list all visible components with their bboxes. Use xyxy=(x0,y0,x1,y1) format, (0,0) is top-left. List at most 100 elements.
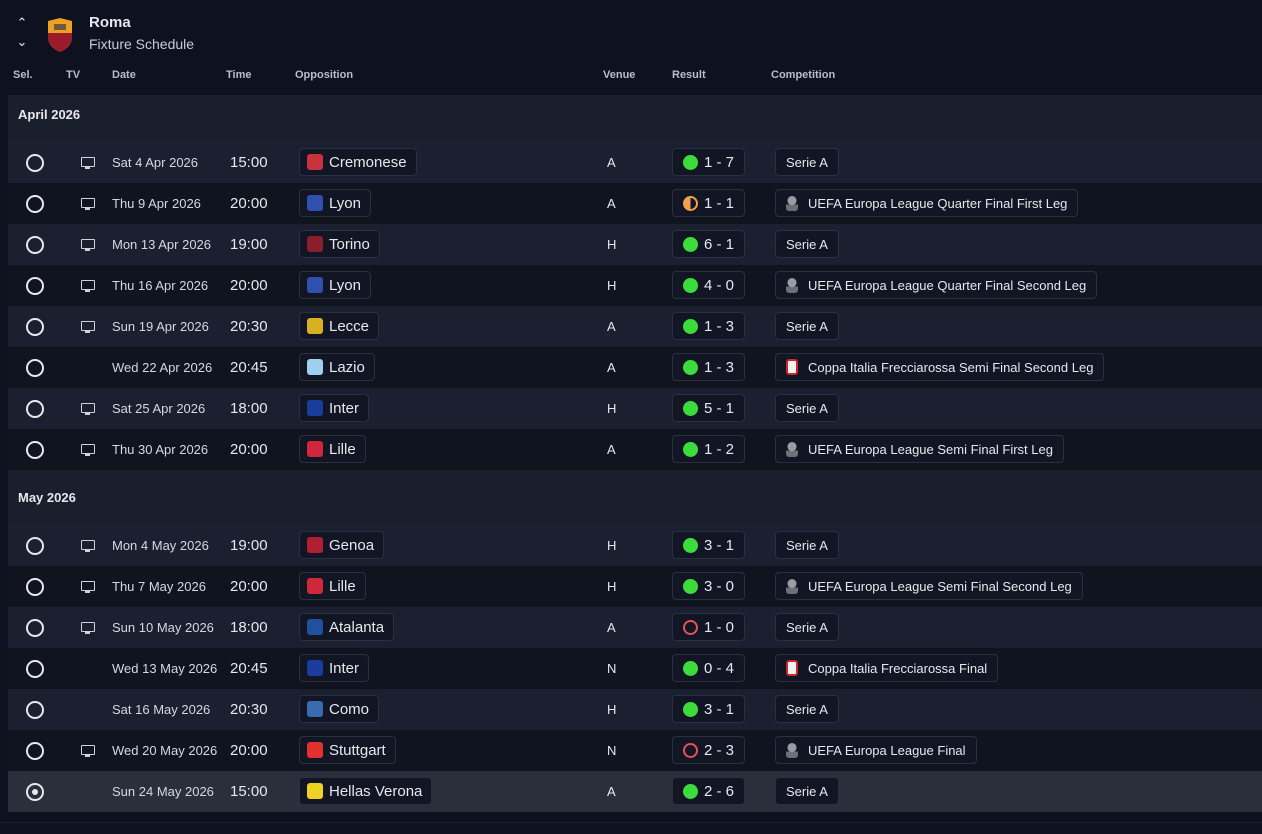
select-radio[interactable] xyxy=(26,578,44,596)
result-chip[interactable]: 1 - 3 xyxy=(672,353,746,381)
opposition-chip[interactable]: Inter xyxy=(299,394,370,422)
fixture-row[interactable]: Sat 4 Apr 2026 15:00 Cremonese A 1 - 7 Serie … xyxy=(8,142,1262,183)
select-radio[interactable] xyxy=(26,537,44,555)
competition-chip[interactable]: Serie A xyxy=(775,777,839,805)
select-radio[interactable] xyxy=(26,783,44,801)
fixture-time: 20:30 xyxy=(230,701,268,718)
result-chip[interactable]: 1 - 1 xyxy=(672,189,746,217)
fixture-row[interactable]: Sun 10 May 2026 18:00 Atalanta A 1 - 0 Serie … xyxy=(8,607,1262,648)
competition-chip[interactable]: Serie A xyxy=(775,695,839,723)
fixture-date: Sun 10 May 2026 xyxy=(112,620,214,635)
result-chip[interactable]: 5 - 1 xyxy=(672,394,746,422)
result-chip[interactable]: 1 - 7 xyxy=(672,148,746,176)
select-radio[interactable] xyxy=(26,660,44,678)
result-chip[interactable]: 2 - 3 xyxy=(672,736,746,764)
competition-chip[interactable]: UEFA Europa League Quarter Final Second … xyxy=(775,271,1098,299)
result-chip[interactable]: 3 - 0 xyxy=(672,572,746,600)
opposition-chip[interactable]: Lecce xyxy=(299,312,380,340)
result-chip[interactable]: 3 - 1 xyxy=(672,695,746,723)
tv-icon xyxy=(81,444,95,456)
opposition-chip[interactable]: Stuttgart xyxy=(299,736,396,764)
fixture-row[interactable]: Mon 4 May 2026 19:00 Genoa H 3 - 1 Serie A xyxy=(8,525,1262,566)
opposition-chip[interactable]: Hellas Verona xyxy=(299,777,433,805)
competition-chip[interactable]: Serie A xyxy=(775,148,839,176)
opposition-chip[interactable]: Lyon xyxy=(299,189,371,217)
select-radio[interactable] xyxy=(26,701,44,719)
select-radio[interactable] xyxy=(26,441,44,459)
chevron-down-icon[interactable]: ⌄ xyxy=(16,34,28,49)
select-radio[interactable] xyxy=(26,195,44,213)
opposition-chip[interactable]: Lyon xyxy=(299,271,371,299)
score: 3 - 0 xyxy=(704,577,735,595)
fixture-row[interactable]: Wed 22 Apr 2026 20:45 Lazio A 1 - 3 Coppa Ita… xyxy=(8,347,1262,388)
col-competition[interactable]: Competition xyxy=(771,69,836,81)
venue: A xyxy=(607,319,616,334)
fixture-row[interactable]: Thu 9 Apr 2026 20:00 Lyon A 1 - 1 UEFA Europa… xyxy=(8,183,1262,224)
opposition-chip[interactable]: Lille xyxy=(299,435,366,463)
tv-icon xyxy=(81,540,95,552)
col-time[interactable]: Time xyxy=(226,69,252,81)
fixture-row[interactable]: Thu 7 May 2026 20:00 Lille H 3 - 0 UEFA Europ… xyxy=(8,566,1262,607)
club-badge-icon xyxy=(307,578,323,594)
col-result[interactable]: Result xyxy=(672,69,706,81)
select-radio[interactable] xyxy=(26,742,44,760)
select-radio[interactable] xyxy=(26,400,44,418)
fixture-row[interactable]: Mon 13 Apr 2026 19:00 Torino H 6 - 1 Serie A xyxy=(8,224,1262,265)
result-chip[interactable]: 6 - 1 xyxy=(672,230,746,258)
fixture-row[interactable]: Sat 25 Apr 2026 18:00 Inter H 5 - 1 Serie A xyxy=(8,388,1262,429)
col-venue[interactable]: Venue xyxy=(603,69,636,81)
opposition-chip[interactable]: Torino xyxy=(299,230,380,258)
month-label: April 2026 xyxy=(18,107,81,122)
fixture-row[interactable]: Sun 19 Apr 2026 20:30 Lecce A 1 - 3 Serie A xyxy=(8,306,1262,347)
competition-chip[interactable]: UEFA Europa League Semi Final First Leg xyxy=(775,435,1064,463)
select-radio[interactable] xyxy=(26,277,44,295)
score: 4 - 0 xyxy=(704,276,735,294)
venue: H xyxy=(607,702,617,717)
col-sel[interactable]: Sel. xyxy=(13,69,33,81)
competition-chip[interactable]: UEFA Europa League Quarter Final First L… xyxy=(775,189,1079,217)
competition-chip[interactable]: Serie A xyxy=(775,312,839,340)
select-radio[interactable] xyxy=(26,359,44,377)
competition-chip[interactable]: Serie A xyxy=(775,394,839,422)
opposition-chip[interactable]: Como xyxy=(299,695,380,723)
col-opposition[interactable]: Opposition xyxy=(295,69,354,81)
fixture-row[interactable]: Wed 13 May 2026 20:45 Inter N 0 - 4 Coppa Ita… xyxy=(8,648,1262,689)
competition-chip[interactable]: UEFA Europa League Semi Final Second Leg xyxy=(775,572,1083,600)
col-tv[interactable]: TV xyxy=(66,69,81,81)
fixture-row[interactable]: Thu 16 Apr 2026 20:00 Lyon H 4 - 0 UEFA Europ… xyxy=(8,265,1262,306)
europa-trophy-icon xyxy=(786,277,798,293)
competition-chip[interactable]: UEFA Europa League Final xyxy=(775,736,977,764)
result-chip[interactable]: 1 - 0 xyxy=(672,613,746,641)
fixture-table: April 2026 Sat 4 Apr 2026 15:00 Cremonese A 1… xyxy=(8,95,1262,812)
result-chip[interactable]: 1 - 2 xyxy=(672,435,746,463)
fixture-row[interactable]: Sun 24 May 2026 15:00 Hellas Verona A 2 - 6 S… xyxy=(8,771,1262,812)
fixture-row[interactable]: Wed 20 May 2026 20:00 Stuttgart N 2 - 3 UEFA … xyxy=(8,730,1262,771)
opposition-chip[interactable]: Atalanta xyxy=(299,613,395,641)
fixture-row[interactable]: Sat 16 May 2026 20:30 Como H 3 - 1 Serie A xyxy=(8,689,1262,730)
venue: N xyxy=(607,661,617,676)
opposition-chip[interactable]: Lille xyxy=(299,572,366,600)
competition-chip[interactable]: Coppa Italia Frecciarossa Semi Final Sec… xyxy=(775,353,1105,381)
result-chip[interactable]: 1 - 3 xyxy=(672,312,746,340)
competition-chip[interactable]: Serie A xyxy=(775,531,839,559)
result-chip[interactable]: 0 - 4 xyxy=(672,654,746,682)
opposition-chip[interactable]: Lazio xyxy=(299,353,375,381)
select-radio[interactable] xyxy=(26,154,44,172)
europa-trophy-icon xyxy=(786,195,798,211)
tv-icon xyxy=(81,239,95,251)
col-date[interactable]: Date xyxy=(112,69,136,81)
opposition-chip[interactable]: Cremonese xyxy=(299,148,417,176)
select-radio[interactable] xyxy=(26,619,44,637)
result-chip[interactable]: 3 - 1 xyxy=(672,531,746,559)
select-radio[interactable] xyxy=(26,236,44,254)
competition-chip[interactable]: Serie A xyxy=(775,613,839,641)
opposition-chip[interactable]: Inter xyxy=(299,654,370,682)
competition-chip[interactable]: Serie A xyxy=(775,230,839,258)
select-radio[interactable] xyxy=(26,318,44,336)
chevron-up-icon[interactable]: ⌃ xyxy=(16,15,28,30)
result-chip[interactable]: 4 - 0 xyxy=(672,271,746,299)
result-chip[interactable]: 2 - 6 xyxy=(672,777,746,805)
opposition-chip[interactable]: Genoa xyxy=(299,531,385,559)
fixture-row[interactable]: Thu 30 Apr 2026 20:00 Lille A 1 - 2 UEFA Euro… xyxy=(8,429,1262,470)
competition-chip[interactable]: Coppa Italia Frecciarossa Final xyxy=(775,654,999,682)
